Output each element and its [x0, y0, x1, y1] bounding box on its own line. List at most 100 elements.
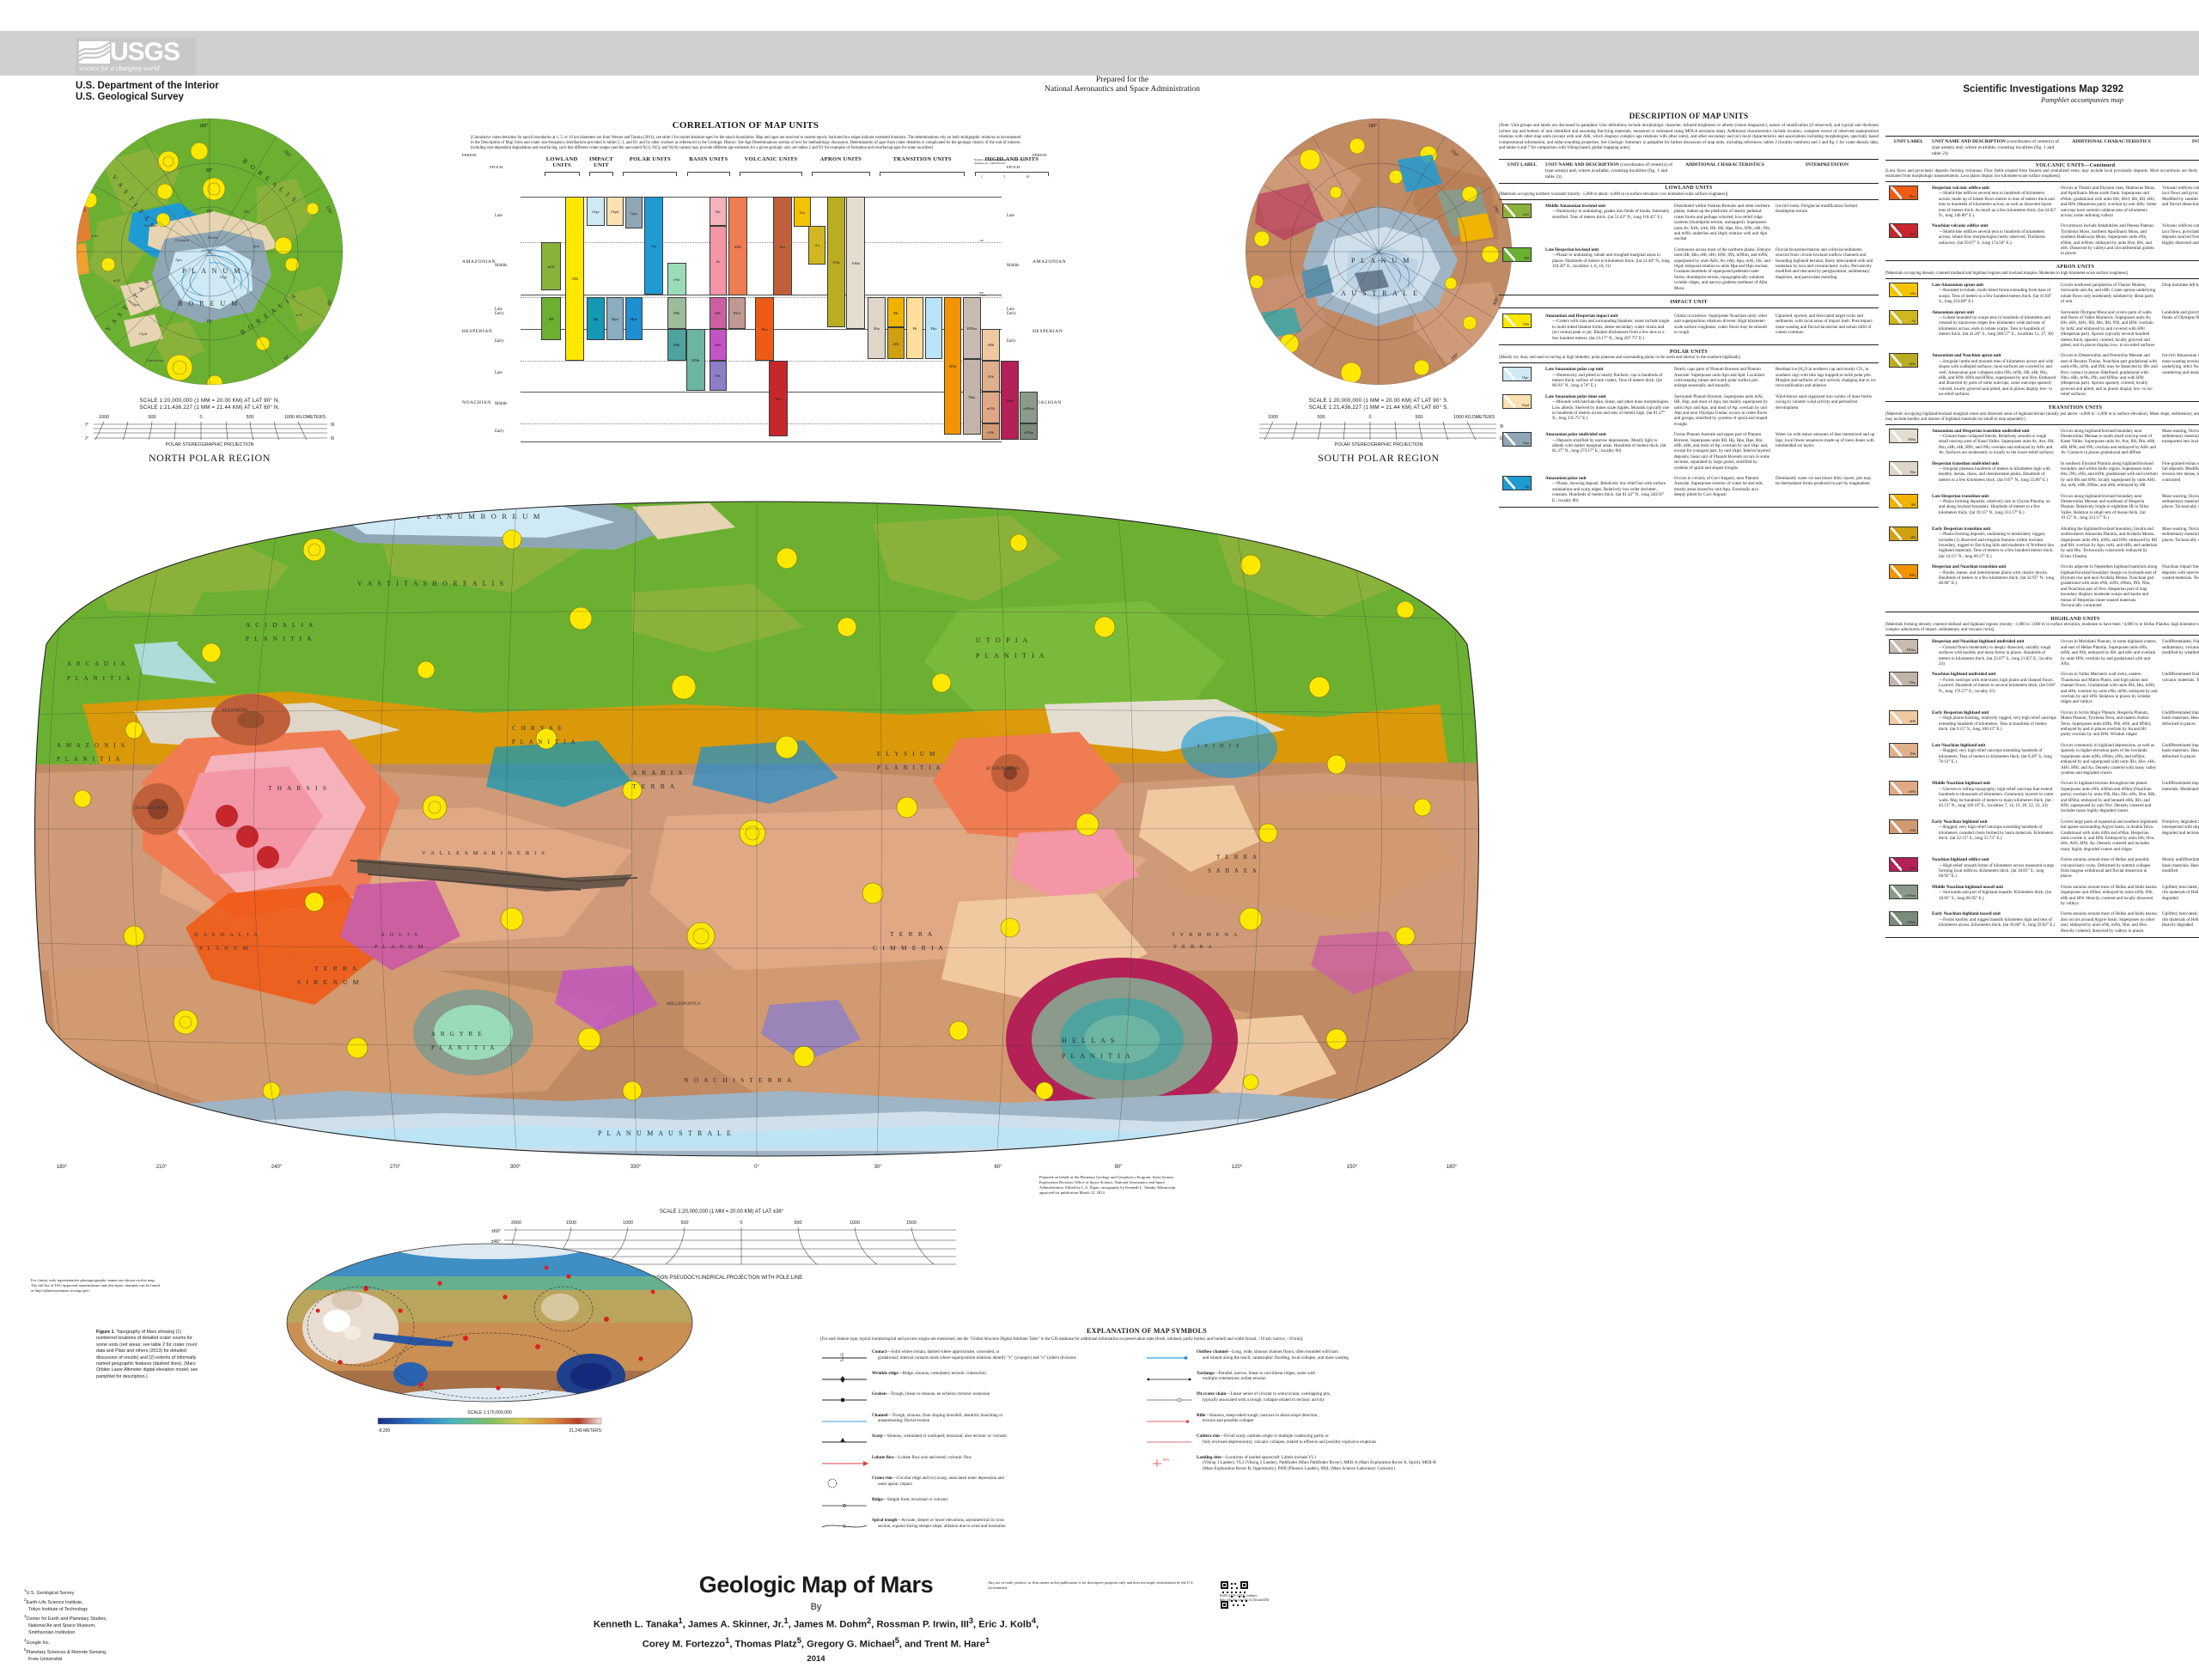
- cmu-epoch-label: Middle: [1007, 263, 1020, 268]
- domu-unit-row[interactable]: eHt Early Hesperian transition unit —Plain…: [1885, 523, 2199, 561]
- cmu-unit-box[interactable]: HNb: [685, 328, 705, 391]
- cmu-unit-box[interactable]: Hto: [924, 297, 943, 359]
- svg-text:180°: 180°: [1447, 1165, 1458, 1168]
- domu-col-unit-label: UNIT LABEL: [1507, 161, 1538, 167]
- cmu-unit-box[interactable]: eHt: [886, 327, 905, 359]
- cmu-unit-box[interactable]: AHi: [565, 197, 585, 361]
- cmu-unit-box[interactable]: lNh: [982, 360, 1000, 393]
- domu-unit-row[interactable]: Hve Hesperian volcanic edifice unit —Shiel…: [1885, 182, 2199, 220]
- cmu-unit-box[interactable]: eNhm: [1020, 423, 1038, 441]
- domu-unit-row[interactable]: mAl Middle Amazonian lowland unit —Hummock…: [1499, 200, 1879, 244]
- cmu-unit-box[interactable]: eAb: [667, 263, 686, 296]
- cmu-unit-box[interactable]: Ap: [643, 197, 663, 295]
- symbol-graphic: [1145, 1413, 1197, 1430]
- south-polar-map[interactable]: P L A N U M A U S T R A L E 180° 150° 12…: [1207, 110, 1550, 393]
- cmu-unit-box[interactable]: ANa: [827, 197, 845, 328]
- svg-text:A R C A D I A: A R C A D I A: [67, 660, 126, 667]
- domu-unit-row[interactable]: HNt Hesperian and Noachian transition uni…: [1885, 561, 2199, 610]
- domu-group-note: [Materials occupying highland/lowland ma…: [1885, 412, 2199, 425]
- domu-unit-swatch-cell: HNhu: [1885, 639, 1932, 667]
- cmu-unit-box[interactable]: mNhm: [1020, 392, 1038, 424]
- cmu-crater-cols: 1 5 16: [981, 175, 1029, 179]
- main-map-block[interactable]: P L A N U M B O R E U M V A S T I T A S …: [31, 490, 1483, 1168]
- cmu-unit-box[interactable]: lNv: [709, 360, 728, 391]
- cmu-unit-box[interactable]: mAl: [540, 242, 562, 290]
- domu-unit-row[interactable]: lHl Late Hesperian lowland unit —Planar to…: [1499, 244, 1879, 293]
- domu-unit-swatch: eHh: [1889, 709, 1918, 725]
- domu-unit-row[interactable]: lHt Late Hesperian transition unit —Plains…: [1885, 490, 2199, 523]
- cmu-period-label: HESPERIAN: [462, 328, 493, 334]
- cmu-unit-box[interactable]: lApc: [587, 197, 605, 226]
- domu-unit-row[interactable]: Htu Hesperian transition undivided unit —I…: [1885, 458, 2199, 490]
- domu-unit-row[interactable]: lAa Late Amazonian apron unit —Rounded to …: [1885, 279, 2199, 307]
- domu-unit-row[interactable]: mNh Middle Noachian highland unit —Uneven …: [1885, 777, 2199, 815]
- cmu-unit-box[interactable]: Nhu: [963, 359, 981, 435]
- cmu-unit-box[interactable]: lHv: [709, 297, 728, 329]
- svg-text:300°: 300°: [510, 1165, 521, 1168]
- publication-year: 2014: [807, 1654, 825, 1665]
- domu-unit-row[interactable]: AHtu Amazonian and Hesperian transition u…: [1885, 425, 2199, 458]
- cmu-unit-box[interactable]: Ave: [772, 197, 792, 296]
- domu-unit-row[interactable]: Ap Amazonian polar unit —Planar, showing d…: [1499, 472, 1879, 505]
- cmu-unit-box[interactable]: Hpu: [606, 297, 624, 340]
- domu-unit-row[interactable]: eHh Early Hesperian highland unit —High pl…: [1885, 707, 2199, 740]
- domu-unit-row[interactable]: AHi Amazonian and Hesperian impact unit —C…: [1499, 310, 1879, 343]
- cmu-unit-box[interactable]: Ht: [905, 297, 924, 359]
- domu-unit-row[interactable]: HNhu Hesperian and Noachian highland undi…: [1885, 636, 2199, 668]
- cmu-unit-box[interactable]: eNh: [982, 423, 1000, 441]
- svg-text:E L Y S I U M: E L Y S I U M: [877, 751, 936, 758]
- cmu-unit-box[interactable]: Htu: [868, 297, 886, 359]
- svg-text:60°: 60°: [331, 436, 334, 441]
- domu-unit-row[interactable]: eNhm Early Noachian highland massif unit —…: [1885, 908, 2199, 935]
- cmu-unit-box[interactable]: HNt: [943, 297, 962, 435]
- domu-unit-interpretation: Uplifted, brecciated, and faulted crusta…: [2162, 884, 2199, 901]
- domu-unit-code: Nhe: [1910, 866, 1916, 871]
- figure-1-topography[interactable]: SCALE 1:170,000,000 -8,200 21,249 METERS: [283, 1237, 696, 1439]
- cmu-period-label: NOACHIAN: [1032, 400, 1062, 405]
- domu-unit-row[interactable]: ANa Amazonian and Noachian apron unit —Irr…: [1885, 350, 2199, 399]
- domu-unit-row[interactable]: lNh Late Noachian highland unit —Rugged, v…: [1885, 740, 2199, 777]
- domu-unit-row[interactable]: eNh Early Noachian highland unit —Rugged, …: [1885, 816, 2199, 854]
- domu-unit-row[interactable]: lApc Late Amazonian polar cap unit —Hummoc…: [1499, 363, 1879, 391]
- cmu-unit-box[interactable]: lAv: [709, 197, 728, 226]
- cmu-unit-box[interactable]: Nhe: [1001, 360, 1019, 441]
- domu-unit-row[interactable]: mNhm Middle Noachian highland massif unit…: [1885, 881, 2199, 909]
- cmu-unit-box[interactable]: lHb: [667, 297, 686, 329]
- cmu-unit-box[interactable]: mNh: [982, 392, 1000, 424]
- south-polar-scalebar: 1000 500 0 500 1000 KILOMETERS 90° 60° PO…: [1259, 415, 1503, 447]
- cmu-unit-box[interactable]: eHh: [982, 328, 1000, 361]
- cmu-unit-box[interactable]: Av: [709, 225, 728, 296]
- cmu-unit-box[interactable]: lApd: [606, 197, 624, 226]
- north-polar-map[interactable]: P L A N U M B O R E U M V A S T I T A S …: [38, 110, 381, 393]
- domu-unit-row[interactable]: Aa Amazonian apron unit —Lobate bounded by…: [1885, 307, 2199, 350]
- domu-unit-additional: Occurs along highland/lowland boundary n…: [2061, 428, 2157, 456]
- cmu-unit-box[interactable]: AHv: [728, 197, 747, 296]
- domu-unit-row[interactable]: Nhe Noachian highland edifice unit —High-r…: [1885, 854, 2199, 881]
- domu-unit-name: Early Hesperian highland unit —High plain…: [1932, 709, 2056, 733]
- domu-unit-row[interactable]: Apu Amazonian polar undivided unit —Deposi…: [1499, 429, 1879, 472]
- svg-text:P L A N U M A U S T R A L E: P L A N U M A U S T R A L E: [598, 1129, 733, 1137]
- domu-unit-row[interactable]: Nve Noachian volcanic edifice unit —Shield…: [1885, 220, 2199, 258]
- cmu-unit-box[interactable]: lAa: [793, 197, 812, 228]
- cmu-unit-box[interactable]: eHv: [709, 328, 728, 361]
- cmu-unit-box[interactable]: lHt: [886, 297, 905, 328]
- cmu-unit-box[interactable]: Apu: [624, 197, 643, 228]
- cmu-unit-box[interactable]: Hpe: [624, 297, 643, 340]
- cmu-unit-box[interactable]: Hve: [755, 297, 775, 361]
- domu-unit-code: lNh: [1910, 751, 1916, 756]
- domu-unit-row[interactable]: Nhu Noachian highland undivided unit —Form…: [1885, 668, 2199, 706]
- cmu-unit-box[interactable]: lHl: [540, 297, 562, 340]
- cmu-unit-box[interactable]: lHvf: [728, 297, 746, 329]
- figure-1-map[interactable]: SCALE 1:170,000,000 -8,200 21,249 METERS: [283, 1237, 696, 1434]
- cmu-unit-box[interactable]: eHb: [667, 328, 686, 361]
- cmu-unit-box[interactable]: Aa: [807, 225, 826, 265]
- cmu-unit-box[interactable]: Nve: [769, 360, 789, 436]
- cmu-unit-label: Ht: [912, 326, 917, 331]
- cmu-unit-box[interactable]: AHtu: [846, 197, 866, 329]
- cmu-unit-box[interactable]: Hp: [587, 297, 605, 340]
- main-map-robinson[interactable]: P L A N U M B O R E U M V A S T I T A S …: [31, 490, 1483, 1168]
- domu-unit-swatch: AHi: [1502, 313, 1532, 329]
- domu-unit-row[interactable]: lApd Late Amazonian polar dune unit —Mound…: [1499, 391, 1879, 429]
- svg-text:120°: 120°: [1238, 197, 1246, 207]
- cmu-unit-box[interactable]: HNhu: [963, 297, 981, 359]
